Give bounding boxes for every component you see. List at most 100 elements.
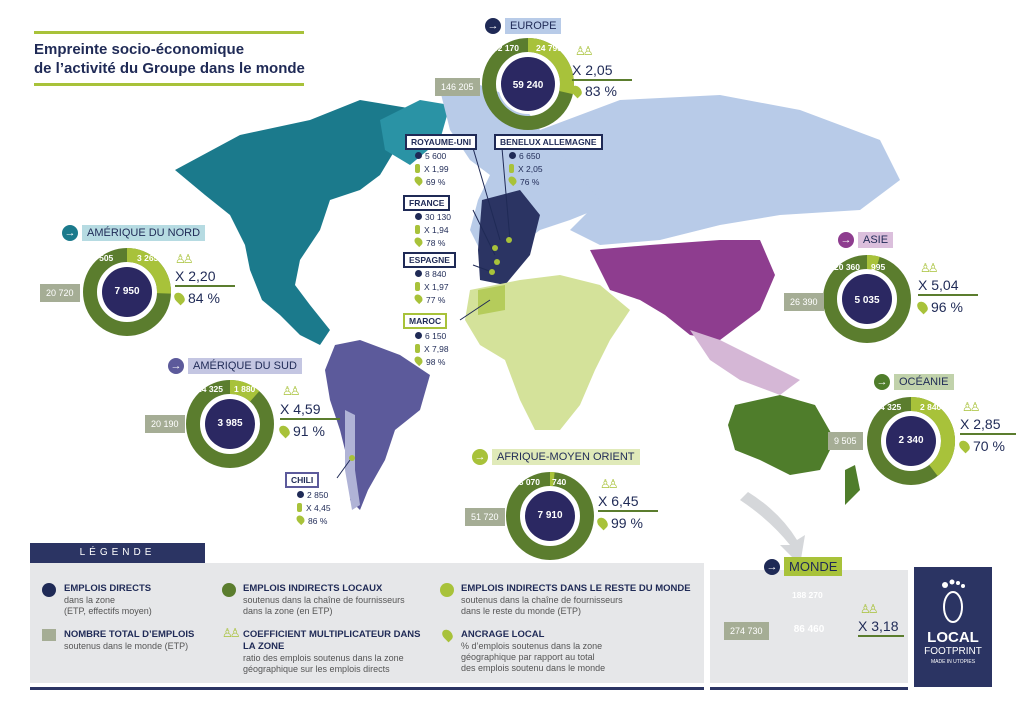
multiplier: X 2,05 xyxy=(572,62,613,78)
local-anchor: 84 % xyxy=(172,290,220,306)
region-tag-africa-middle-east: → AFRIQUE-MOYEN ORIENT xyxy=(472,449,640,465)
multiplier-rule xyxy=(858,635,904,637)
multiplier: X 5,04 xyxy=(918,277,959,293)
multiplier-rule xyxy=(598,510,658,512)
arrow-right-icon: → xyxy=(838,232,854,248)
multiplier-rule xyxy=(918,294,978,296)
region-tag-south-america: → AMÉRIQUE DU SUD xyxy=(168,358,302,374)
logo-line1: LOCAL xyxy=(927,629,979,646)
region-label: MONDE xyxy=(784,557,843,576)
region-tag-oceania: → OCÉANIE xyxy=(874,374,954,390)
direct-jobs: 7 950 xyxy=(114,286,140,297)
monde-arrow xyxy=(740,492,805,560)
multiplier: X 2,85 xyxy=(960,416,1001,432)
pin-icon xyxy=(172,290,187,306)
arrow-right-icon: → xyxy=(62,225,78,241)
ring-indirect-rest xyxy=(229,380,260,402)
total-jobs: 20 190 xyxy=(145,415,185,433)
country-box-chili: CHILI xyxy=(285,472,320,488)
direct-jobs-disc xyxy=(205,399,255,449)
indirect-rest: 995 xyxy=(871,262,886,272)
local-anchor: 99 % xyxy=(595,515,643,531)
arrow-right-icon: → xyxy=(472,449,488,465)
arrow-right-icon: → xyxy=(764,558,780,575)
indirect-local: 43 070 xyxy=(514,477,540,487)
country-box-france: FRANCE xyxy=(403,195,451,211)
country-stats-chili: 2 850 X 4,45 86 % xyxy=(294,489,331,528)
region-tag-europe: → EUROPE xyxy=(485,18,562,34)
people-icon: ♙♙ xyxy=(282,384,300,398)
people-icon: ♙♙ xyxy=(575,44,593,58)
map-north-america xyxy=(175,100,420,345)
map-russia xyxy=(540,95,900,245)
multiplier: X 2,20 xyxy=(175,268,216,284)
ring-indirect-rest xyxy=(910,397,955,476)
region-label: EUROPE xyxy=(505,18,562,34)
total-jobs: 26 390 xyxy=(784,293,824,311)
page-title: Empreinte socio-économique de l’activité… xyxy=(34,41,305,77)
region-label: OCÉANIE xyxy=(894,374,954,390)
legend-pin-icon xyxy=(440,627,456,643)
region-label: AFRIQUE-MOYEN ORIENT xyxy=(492,449,640,465)
multiplier: X 3,18 xyxy=(858,618,899,634)
legend-indirect-rest-swatch xyxy=(440,583,454,600)
total-jobs: 274 730 xyxy=(724,622,769,640)
multiplier: X 6,45 xyxy=(598,493,639,509)
indirect-rest: 740 xyxy=(552,477,567,487)
world-map xyxy=(175,85,900,560)
region-tag-monde: → MONDE xyxy=(764,557,843,576)
indirect-local: 188 270 xyxy=(792,590,823,600)
country-stats-espagne: 8 840 X 1,97 77 % xyxy=(412,268,449,307)
total-jobs: 9 505 xyxy=(828,432,863,450)
local-anchor: 91 % xyxy=(277,423,325,439)
monde-bottom-rule xyxy=(710,687,908,690)
direct-jobs-disc xyxy=(525,491,575,541)
pin-icon xyxy=(595,515,610,531)
country-box-royaume-uni: ROYAUME-UNI xyxy=(405,134,478,150)
pin-icon xyxy=(915,299,930,315)
direct-jobs-disc xyxy=(886,416,936,466)
indirect-local: 14 325 xyxy=(197,384,223,394)
region-label: ASIE xyxy=(858,232,894,248)
indirect-rest: 1 880 xyxy=(234,384,256,394)
direct-jobs: 59 240 xyxy=(512,80,544,91)
country-box-benelux-allemagne: BENELUX ALLEMAGNE xyxy=(494,134,603,150)
direct-jobs-disc xyxy=(102,267,152,317)
country-stats-royaume-uni: 5 600 X 1,99 69 % xyxy=(412,150,449,189)
indirect-rest: 3 265 xyxy=(137,253,159,263)
map-southeast-asia xyxy=(690,330,800,395)
legend-header: LÉGENDE xyxy=(30,543,205,563)
map-asia xyxy=(590,240,775,340)
legend-indirect-local-swatch xyxy=(222,583,236,600)
legend-bottom-rule xyxy=(30,687,704,690)
legend-direct: EMPLOIS DIRECTS dans la zone (ETP, effecti… xyxy=(64,583,152,616)
multiplier-rule xyxy=(175,285,235,287)
direct-jobs-disc xyxy=(842,274,892,324)
map-morocco xyxy=(478,285,505,315)
ring-indirect-rest xyxy=(866,255,880,271)
total-jobs: 20 720 xyxy=(40,284,80,302)
legend-total: NOMBRE TOTAL D’EMPLOIS soutenus dans le m… xyxy=(64,629,195,651)
legend-anchor: ANCRAGE LOCAL% d’emplois soutenus dans l… xyxy=(461,629,606,673)
indirect-local: 9 505 xyxy=(92,253,114,263)
logo-line2: FOOTPRINT xyxy=(924,646,982,657)
map-africa-middle-east xyxy=(465,275,630,430)
legend-panel xyxy=(30,563,704,683)
multiplier: X 4,59 xyxy=(280,401,321,417)
direct-jobs: 2 340 xyxy=(898,435,924,446)
country-box-maroc: MAROC xyxy=(403,313,448,329)
multiplier-rule xyxy=(572,79,632,81)
arrow-right-icon: → xyxy=(168,358,184,374)
local-anchor: 83 % xyxy=(569,83,617,99)
logo-line3: MADE IN UTOPIES xyxy=(930,659,976,665)
legend-people-icon: ♙♙ xyxy=(222,626,240,640)
total-jobs: 146 205 xyxy=(435,78,480,96)
pin-icon xyxy=(957,438,972,454)
ring-indirect-rest xyxy=(126,248,171,294)
local-anchor: 96 % xyxy=(915,299,963,315)
region-label: AMÉRIQUE DU SUD xyxy=(188,358,302,374)
footprint-icon xyxy=(942,579,965,623)
direct-jobs: 86 460 xyxy=(793,624,825,635)
indirect-local: 20 360 xyxy=(834,262,860,272)
local-anchor: 70 % xyxy=(957,438,1005,454)
